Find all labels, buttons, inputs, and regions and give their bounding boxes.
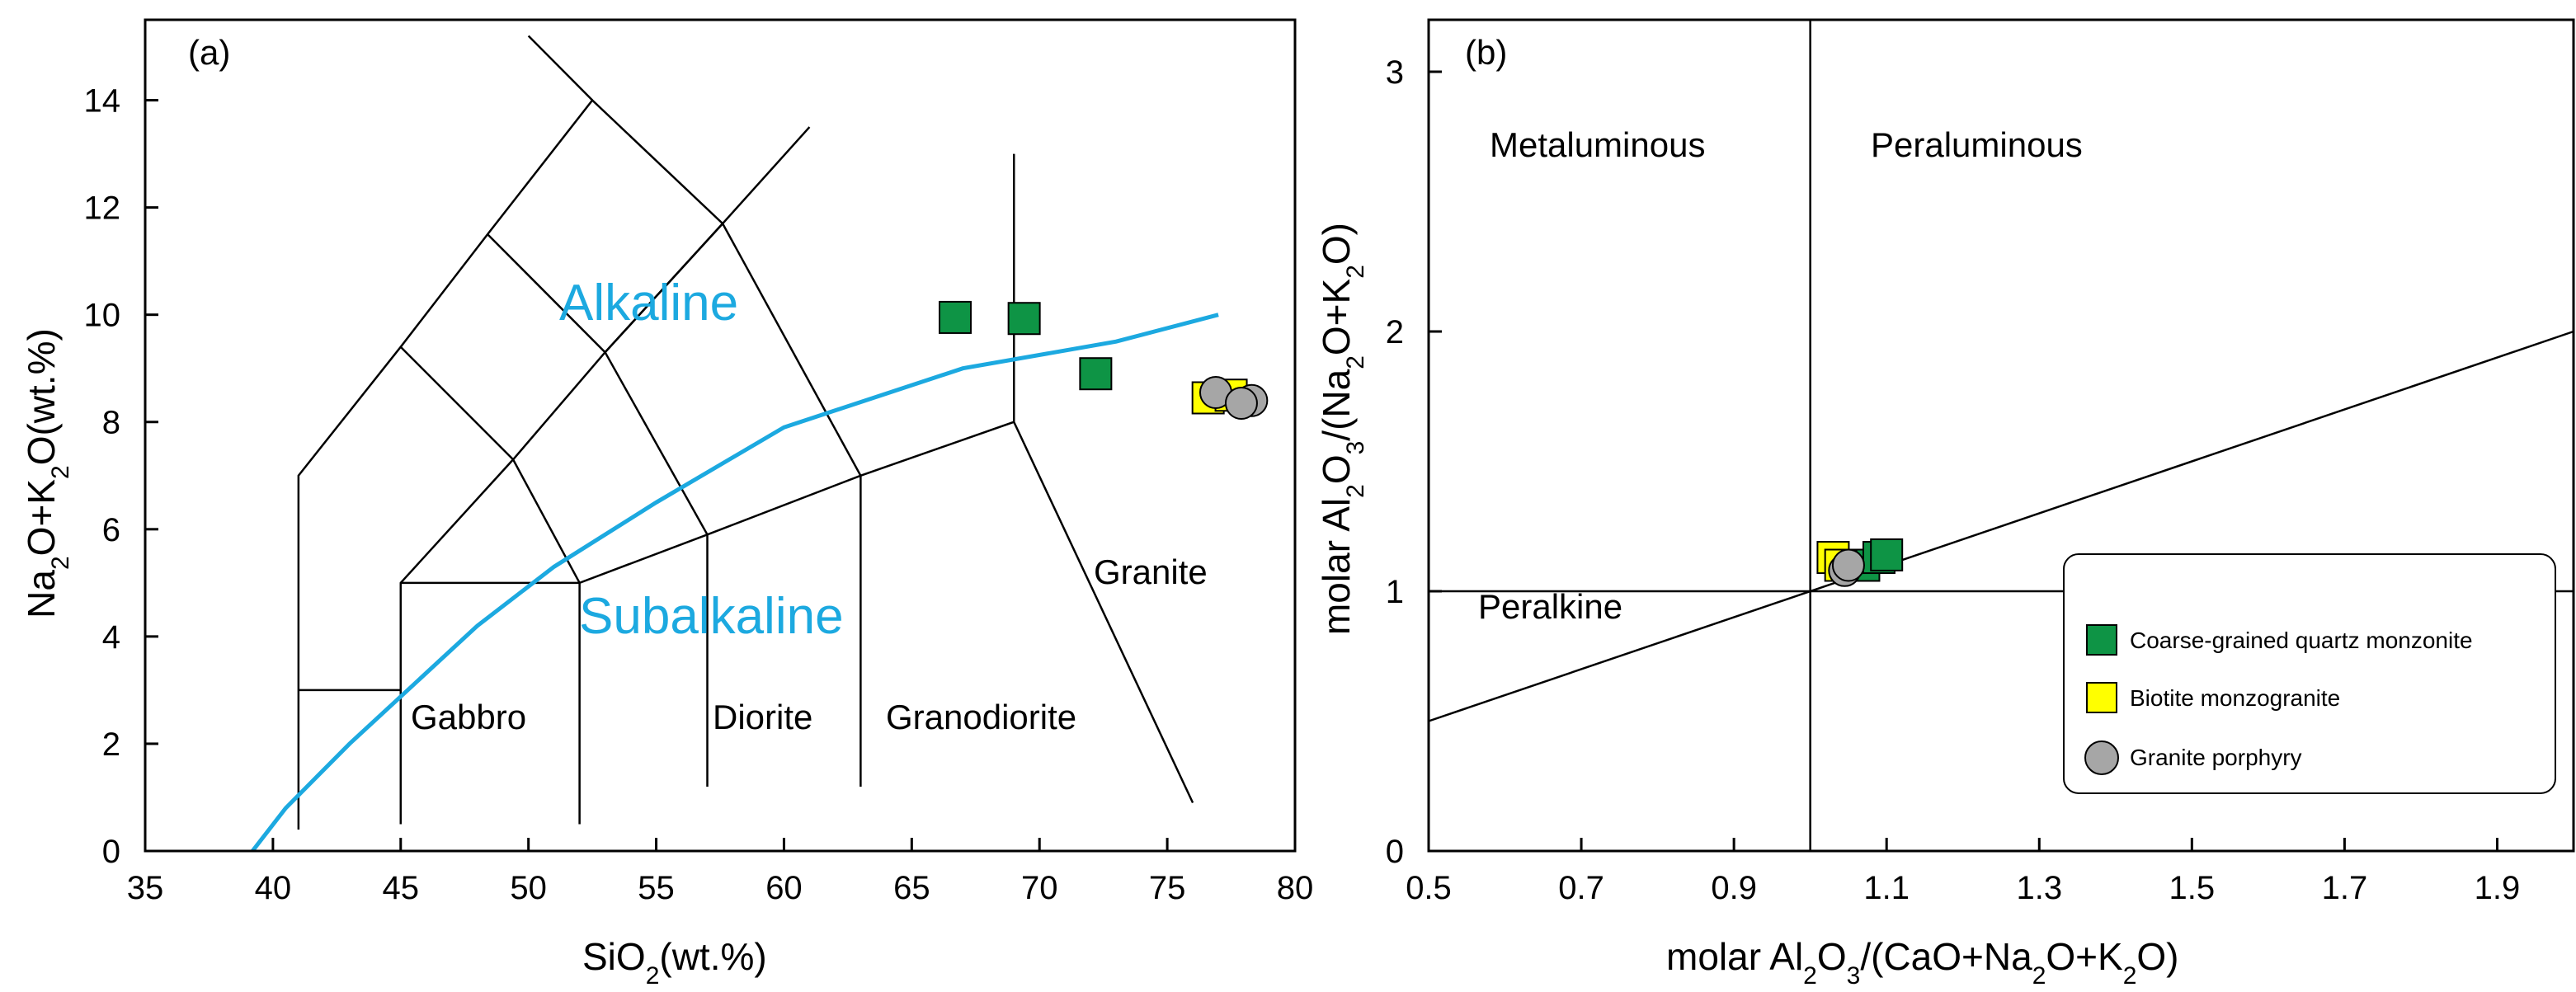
legend-swatch-biotite-monzogranite (2086, 682, 2117, 713)
panel-a-y-tick-label: 0 (102, 834, 120, 870)
panel-b-y-tick-label: 1 (1386, 574, 1404, 610)
panel-a-y-tick-label: 10 (84, 298, 121, 334)
panel-a-x-tick-label: 35 (127, 870, 164, 906)
field-label-diorite: Diorite (713, 698, 812, 736)
panel-b-x-axis-label: molar Al2O3/(CaO+Na2O+K2O) (1666, 935, 2179, 990)
panel-b-ticks: 0.5 0.7 0.9 1.1 1.3 1.5 1.7 1.9 0 1 2 3 (1386, 54, 2521, 906)
subalkaline-label: Subalkaline (579, 588, 844, 645)
legend-swatch-quartz-monzonite (2086, 624, 2117, 656)
panel-a-ticks: 35 40 45 50 55 60 65 70 75 80 0 2 4 6 8 10 12 14 (84, 83, 1314, 906)
legend-swatch-granite-porphyry (2084, 740, 2119, 775)
legend-label-biotite-monzogranite: Biotite monzogranite (2130, 685, 2340, 711)
panel-a-y-tick-label: 6 (102, 512, 120, 548)
panel-b-x-tick-label: 0.5 (1406, 870, 1452, 906)
panel-a-x-tick-label: 40 (255, 870, 292, 906)
panel-a-x-tick-label: 75 (1149, 870, 1186, 906)
panel-b-point-coarse-grained-quartz-monzonite (1870, 538, 1904, 571)
panel-a-x-tick-label: 55 (638, 870, 675, 906)
panel-a-x-tick-label: 45 (383, 870, 420, 906)
panel-a-y-tick-label: 4 (102, 619, 120, 656)
field-label-peralkine: Peralkine (1478, 587, 1622, 626)
panel-a-y-tick-label: 14 (84, 83, 121, 120)
panel-b-x-tick-label: 1.7 (2322, 870, 2368, 906)
panel-a-point-coarse-grained-quartz-monzonite (1079, 357, 1113, 391)
tas-field-boundaries (297, 35, 1194, 830)
panel-a-x-tick-label: 60 (765, 870, 803, 906)
panel-b-aluminum-saturation-diagram: 0.5 0.7 0.9 1.1 1.3 1.5 1.7 1.9 0 1 2 3 (b) Metalum… (1315, 18, 2575, 990)
panel-b-y-tick-label: 2 (1386, 314, 1404, 350)
field-label-granite: Granite (1094, 552, 1208, 591)
alkaline-subalkaline-divider (251, 313, 1219, 853)
panel-b-x-tick-label: 0.7 (1558, 870, 1604, 906)
panel-b-x-tick-label: 1.5 (2169, 870, 2216, 906)
tas-boundary-line (297, 98, 862, 830)
tas-boundary-line (527, 35, 593, 101)
tas-boundary-line (707, 153, 1015, 536)
panel-a-y-axis-label: Na2O+K2O(wt.%) (20, 328, 74, 618)
field-label-gabbro: Gabbro (411, 698, 526, 736)
panel-a-x-tick-label: 80 (1277, 870, 1314, 906)
panel-b-frame (1427, 18, 2575, 853)
panel-b-y-tick-label: 3 (1386, 54, 1404, 91)
panel-a-data-points (938, 300, 1269, 420)
field-label-peraluminous: Peraluminous (1871, 125, 2083, 164)
panel-a-point-granite-porphyry (1224, 386, 1258, 420)
panel-b-x-tick-label: 1.1 (1863, 870, 1910, 906)
panel-a-y-tick-label: 8 (102, 405, 120, 441)
panel-a-point-coarse-grained-quartz-monzonite (1007, 302, 1041, 336)
panel-b-y-tick-label: 0 (1386, 834, 1404, 870)
legend: Coarse-grained quartz monzonite Biotite … (2063, 553, 2556, 794)
panel-a-tas-diagram: 35 40 45 50 55 60 65 70 75 80 0 2 4 6 8 10 12 14 (a) Alka… (20, 18, 1314, 990)
tas-boundary-line (399, 346, 581, 584)
panel-a-label: (a) (188, 33, 230, 72)
acnk-equals-ank-line (1428, 330, 2574, 722)
panel-a-x-axis-label: SiO2(wt.%) (582, 935, 767, 990)
tas-boundary-line (1013, 421, 1194, 804)
panel-a-x-tick-label: 70 (1021, 870, 1058, 906)
legend-label-quartz-monzonite: Coarse-grained quartz monzonite (2130, 628, 2473, 653)
panel-a-point-coarse-grained-quartz-monzonite (938, 300, 972, 334)
panel-b-label: (b) (1465, 33, 1507, 72)
field-label-granodiorite: Granodiorite (886, 698, 1076, 736)
tas-boundary-line (578, 533, 709, 825)
panel-a-x-tick-label: 65 (893, 870, 930, 906)
panel-b-x-tick-label: 0.9 (1711, 870, 1757, 906)
panel-b-x-tick-label: 1.3 (2016, 870, 2062, 906)
panel-a-x-tick-label: 50 (510, 870, 547, 906)
panel-a-frame (144, 18, 1297, 853)
alkaline-label: Alkaline (559, 275, 738, 331)
tas-boundary-line (604, 126, 811, 354)
field-label-metaluminous: Metaluminous (1490, 125, 1705, 164)
legend-box (2063, 553, 2556, 794)
alkaline-subalkaline-curve (251, 313, 1219, 853)
legend-label-granite-porphyry: Granite porphyry (2130, 745, 2302, 770)
panel-b-x-tick-label: 1.9 (2475, 870, 2521, 906)
panel-b-point-granite-porphyry (1831, 548, 1865, 582)
panel-a-y-tick-label: 12 (84, 190, 121, 227)
panel-b-data-points (1816, 538, 1904, 587)
panel-a-y-tick-label: 2 (102, 726, 120, 763)
panel-b-y-axis-label: molar Al2O3/(Na2O+K2O) (1315, 223, 1369, 635)
